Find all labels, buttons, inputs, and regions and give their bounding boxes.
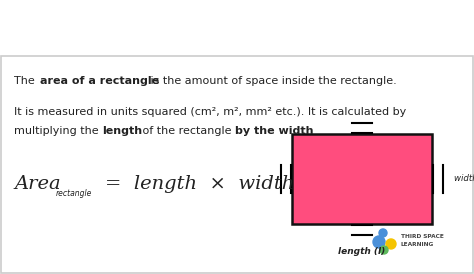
Text: length: length [102,126,142,136]
Circle shape [380,246,388,254]
Text: It is measured in units squared (cm², m², mm² etc.). It is calculated by: It is measured in units squared (cm², m²… [14,107,406,117]
Circle shape [386,239,396,249]
Text: LEARNING: LEARNING [401,242,434,247]
Text: width (w): width (w) [454,175,474,183]
Bar [292,134,432,224]
Text: length (l): length (l) [338,247,386,256]
Text: =  length  ×  width: = length × width [105,175,294,193]
Text: Area: Area [14,175,61,193]
Circle shape [373,236,385,248]
Text: rectangle: rectangle [56,189,92,198]
Text: by the width: by the width [235,126,313,136]
Text: .: . [302,126,306,136]
Text: THIRD SPACE: THIRD SPACE [401,235,444,239]
Text: The: The [14,76,38,86]
Text: is the amount of space inside the rectangle.: is the amount of space inside the rectan… [147,76,397,86]
Text: of the rectangle: of the rectangle [139,126,235,136]
Text: area of a rectangle: area of a rectangle [40,76,159,86]
Circle shape [379,229,387,237]
Text: multiplying the: multiplying the [14,126,102,136]
Text: Area of a Rectangle: Area of a Rectangle [10,21,242,41]
